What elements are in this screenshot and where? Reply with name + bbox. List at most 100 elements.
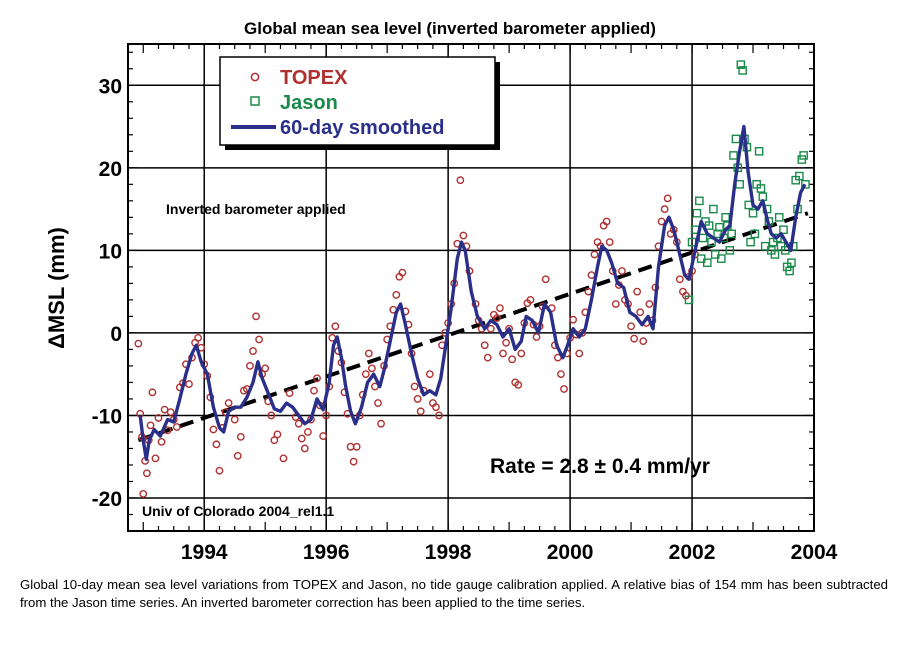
topex-point <box>279 454 288 463</box>
topex-point <box>532 333 541 341</box>
axis-ticks <box>127 44 815 532</box>
topex-point <box>557 370 565 379</box>
topex-point <box>322 411 331 420</box>
x-tick-label: 1994 <box>181 541 228 564</box>
axis-tick-labels: 1994 1996 1998 2000 2002 2004 -20 -10 0 10 20 30 <box>92 75 838 564</box>
topex-point <box>285 389 294 398</box>
topex-point <box>605 238 614 247</box>
jason-point <box>729 151 738 160</box>
topex-point <box>374 399 382 407</box>
jason-point <box>754 147 764 156</box>
topex-point <box>230 415 239 424</box>
topex-point <box>633 287 642 296</box>
topex-point <box>148 388 157 397</box>
jason-point <box>695 196 704 206</box>
topex-point <box>151 454 160 463</box>
legend-box <box>219 56 496 146</box>
sea-level-chart: Global mean sea level (inverted baromete… <box>44 19 838 564</box>
topex-point <box>410 382 419 391</box>
jason-point <box>770 250 780 259</box>
topex-point <box>377 419 385 428</box>
legend-topex-label: TOPEX <box>280 67 348 89</box>
topex-point <box>435 411 443 420</box>
jason-point <box>717 254 726 263</box>
legend-topex-marker <box>250 72 260 82</box>
topex-point <box>249 347 257 355</box>
topex-point <box>303 428 312 436</box>
legend-jason-label: Jason <box>280 92 338 114</box>
jason-point <box>736 60 746 69</box>
topex-point <box>627 322 635 331</box>
topex-point <box>146 421 155 430</box>
topex-point <box>194 333 203 342</box>
x-tick-label: 1996 <box>303 541 350 564</box>
jason-point <box>692 208 702 218</box>
topex-point <box>134 339 143 348</box>
topex-point <box>236 433 245 441</box>
figure-caption: Global 10-day mean sea level variations … <box>20 577 888 610</box>
topex-point <box>432 403 440 412</box>
trend-line <box>137 211 809 443</box>
inverted-barometer-note: Inverted barometer applied <box>166 201 346 217</box>
jason-points <box>684 60 810 305</box>
topex-point <box>560 385 568 393</box>
topex-point <box>352 442 361 451</box>
rate-annotation: Rate = 2.8 ± 0.4 mm/yr <box>490 455 710 478</box>
legend: TOPEX Jason 60-day smoothed <box>219 56 500 150</box>
jason-point <box>779 225 788 235</box>
topex-point <box>425 370 434 379</box>
topex-point <box>267 411 276 420</box>
topex-point <box>569 315 578 324</box>
topex-point <box>166 408 175 417</box>
topex-point <box>456 176 465 185</box>
topex-point <box>480 341 489 350</box>
y-tick-label: 10 <box>99 240 122 263</box>
topex-point <box>209 425 218 434</box>
topex-point <box>154 414 163 422</box>
smoothed-layer <box>138 124 807 461</box>
topex-point <box>636 308 645 317</box>
trend-layer <box>137 211 809 443</box>
y-tick-label: -20 <box>92 488 122 511</box>
topex-point <box>514 380 523 389</box>
topex-point <box>294 419 303 428</box>
x-tick-label: 1998 <box>425 541 472 564</box>
topex-point <box>252 312 260 321</box>
legend-smoothed-label: 60-day smoothed <box>280 117 444 139</box>
topex-point <box>602 217 611 226</box>
topex-point <box>255 335 264 344</box>
topex-point <box>297 434 306 443</box>
topex-point <box>639 337 648 346</box>
topex-point <box>361 370 370 379</box>
topex-point <box>313 374 321 383</box>
jason-point <box>795 171 804 181</box>
topex-point <box>517 349 526 358</box>
topex-point <box>261 364 270 373</box>
topex-point <box>611 300 620 308</box>
x-tick-label: 2000 <box>547 541 594 564</box>
topex-point <box>215 466 224 475</box>
topex-point <box>233 451 242 460</box>
jason-point <box>727 229 736 239</box>
topex-point <box>157 437 166 446</box>
jason-point <box>731 134 741 144</box>
smoothed-line <box>138 124 807 461</box>
topex-point <box>416 407 425 416</box>
legend-jason-marker <box>250 96 260 106</box>
jason-point <box>709 204 718 214</box>
topex-point <box>630 334 639 343</box>
topex-point <box>319 432 328 440</box>
topex-point <box>483 353 492 362</box>
topex-point <box>502 338 510 347</box>
jason-point <box>746 237 755 247</box>
y-tick-label: 0 <box>110 323 122 346</box>
jason-point <box>702 258 712 268</box>
topex-point <box>675 275 684 284</box>
x-tick-label: 2004 <box>791 541 838 564</box>
topex-point <box>331 322 340 331</box>
y-tick-label: -10 <box>92 405 122 428</box>
jason-point <box>801 180 810 189</box>
topex-point <box>486 324 495 333</box>
topex-point <box>270 436 279 445</box>
topex-point <box>349 457 358 466</box>
